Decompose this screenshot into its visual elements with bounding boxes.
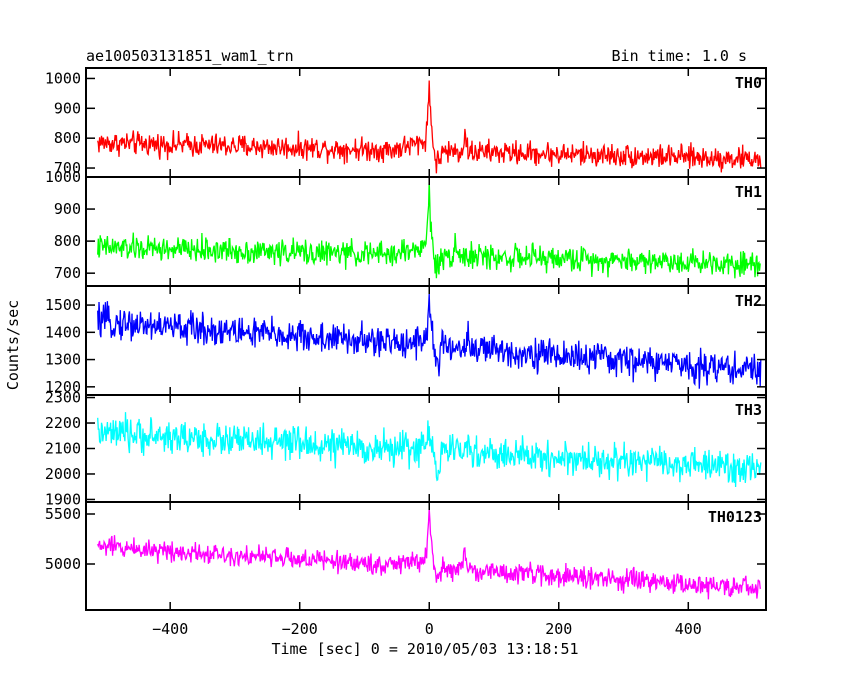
y-tick-label: 1000: [45, 168, 81, 186]
y-tick-label: 1300: [45, 351, 81, 369]
y-tick-label: 1200: [45, 378, 81, 396]
panel-frame-th1: [85, 176, 767, 287]
y-tick-label: 2300: [45, 389, 81, 407]
x-tick-label: 200: [545, 620, 572, 638]
y-tick-label: 2200: [45, 414, 81, 432]
x-axis-label: Time [sec] 0 = 2010/05/03 13:18:51: [271, 640, 578, 658]
y-tick-label: 900: [54, 99, 81, 117]
panel-label-th2: TH2: [735, 292, 762, 310]
series-line-th0123: [97, 508, 762, 600]
panel-label-th1: TH1: [735, 183, 762, 201]
y-tick-label: 700: [54, 159, 81, 177]
x-tick-label: −200: [282, 620, 318, 638]
series-line-th2: [97, 293, 762, 389]
series-line-th0: [97, 80, 762, 174]
y-tick-label: 1000: [45, 69, 81, 87]
y-tick-label: 1400: [45, 323, 81, 341]
y-axis-label: Counts/sec: [4, 300, 22, 390]
panel-label-th0123: TH0123: [708, 508, 762, 526]
y-tick-label: 2100: [45, 440, 81, 458]
y-tick-label: 700: [54, 264, 81, 282]
panels-group: 700 800 900 1000 TH0 700 800 900 1000 TH1 1200 1300…: [45, 67, 767, 638]
y-tick-label: 800: [54, 232, 81, 250]
y-tick-label: 2000: [45, 465, 81, 483]
panel-label-th3: TH3: [735, 401, 762, 419]
series-line-th1: [97, 180, 761, 279]
y-tick-label: 1900: [45, 490, 81, 508]
panel-frame-th0123: [85, 501, 767, 611]
y-tick-label: 5500: [45, 505, 81, 523]
y-tick-label: 900: [54, 200, 81, 218]
panel-label-th0: TH0: [735, 74, 762, 92]
y-tick-label: 1500: [45, 296, 81, 314]
x-tick-label: 400: [675, 620, 702, 638]
y-tick-label: 5000: [45, 555, 81, 573]
panel-frame-th2: [85, 285, 767, 396]
x-tick-label: 0: [425, 620, 434, 638]
chart-title: ae100503131851_wam1_trn: [86, 47, 294, 65]
x-tick-label: −400: [152, 620, 188, 638]
y-tick-label: 800: [54, 129, 81, 147]
bin-time-label: Bin time: 1.0 s: [612, 47, 747, 65]
series-line-th3: [97, 412, 762, 488]
